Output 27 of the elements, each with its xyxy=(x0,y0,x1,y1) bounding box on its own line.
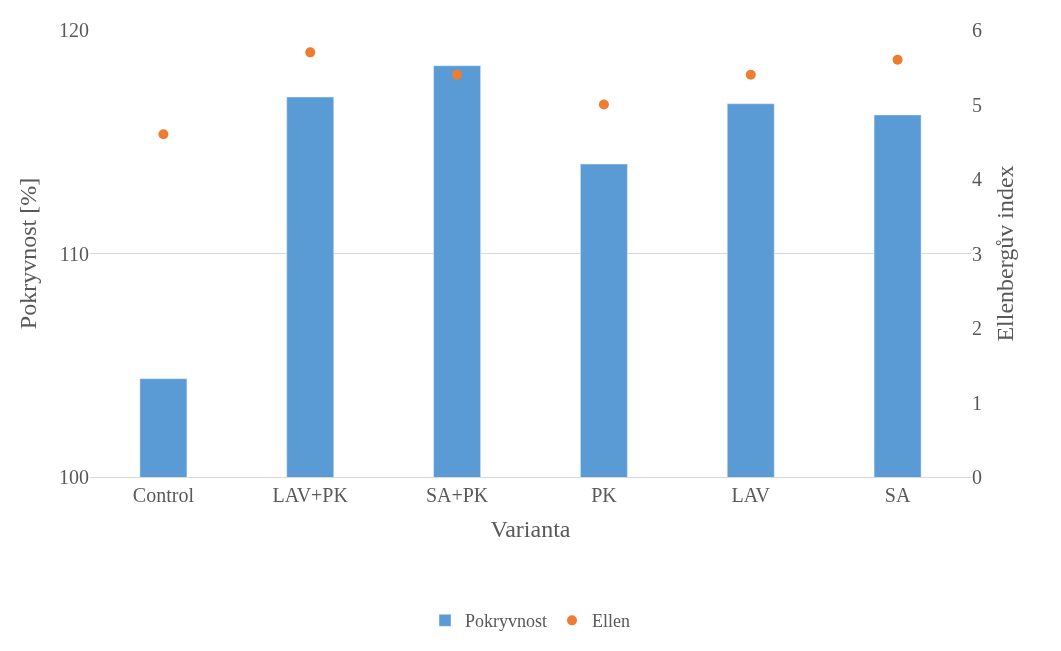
y2-tick-label: 3 xyxy=(972,242,982,265)
x-tick-label: Control xyxy=(132,484,195,506)
x-tick-label: LAV+PK xyxy=(272,484,349,506)
x-tick-label: SA xyxy=(884,484,911,506)
point xyxy=(745,69,756,80)
point xyxy=(452,69,463,80)
y-tick-label: 120 xyxy=(59,19,89,41)
point xyxy=(305,47,316,58)
x-tick-label: SA+PK xyxy=(425,484,489,506)
x-axis-title: Varianta xyxy=(490,516,571,543)
point xyxy=(158,129,169,140)
x-tick-label: PK xyxy=(591,484,618,506)
x-tick-label: LAV xyxy=(731,484,771,506)
y-axis-title: Pokryvnost [%] xyxy=(15,177,42,330)
y2-tick-label: 1 xyxy=(972,391,982,414)
point xyxy=(598,99,609,110)
y2-axis-title: Ellenbergův index xyxy=(992,165,1019,342)
point xyxy=(892,54,903,65)
legend-label: Ellen xyxy=(592,611,631,632)
y2-tick-label: 4 xyxy=(972,168,982,190)
y2-tick-label: 5 xyxy=(972,93,982,116)
y2-tick-label: 0 xyxy=(972,466,982,488)
y-tick-label: 100 xyxy=(59,466,89,488)
y2-tick-label: 6 xyxy=(972,19,982,41)
legend-label: Pokryvnost xyxy=(465,611,548,632)
y2-tick-label: 2 xyxy=(972,317,982,339)
y-tick-label: 110 xyxy=(59,242,89,265)
